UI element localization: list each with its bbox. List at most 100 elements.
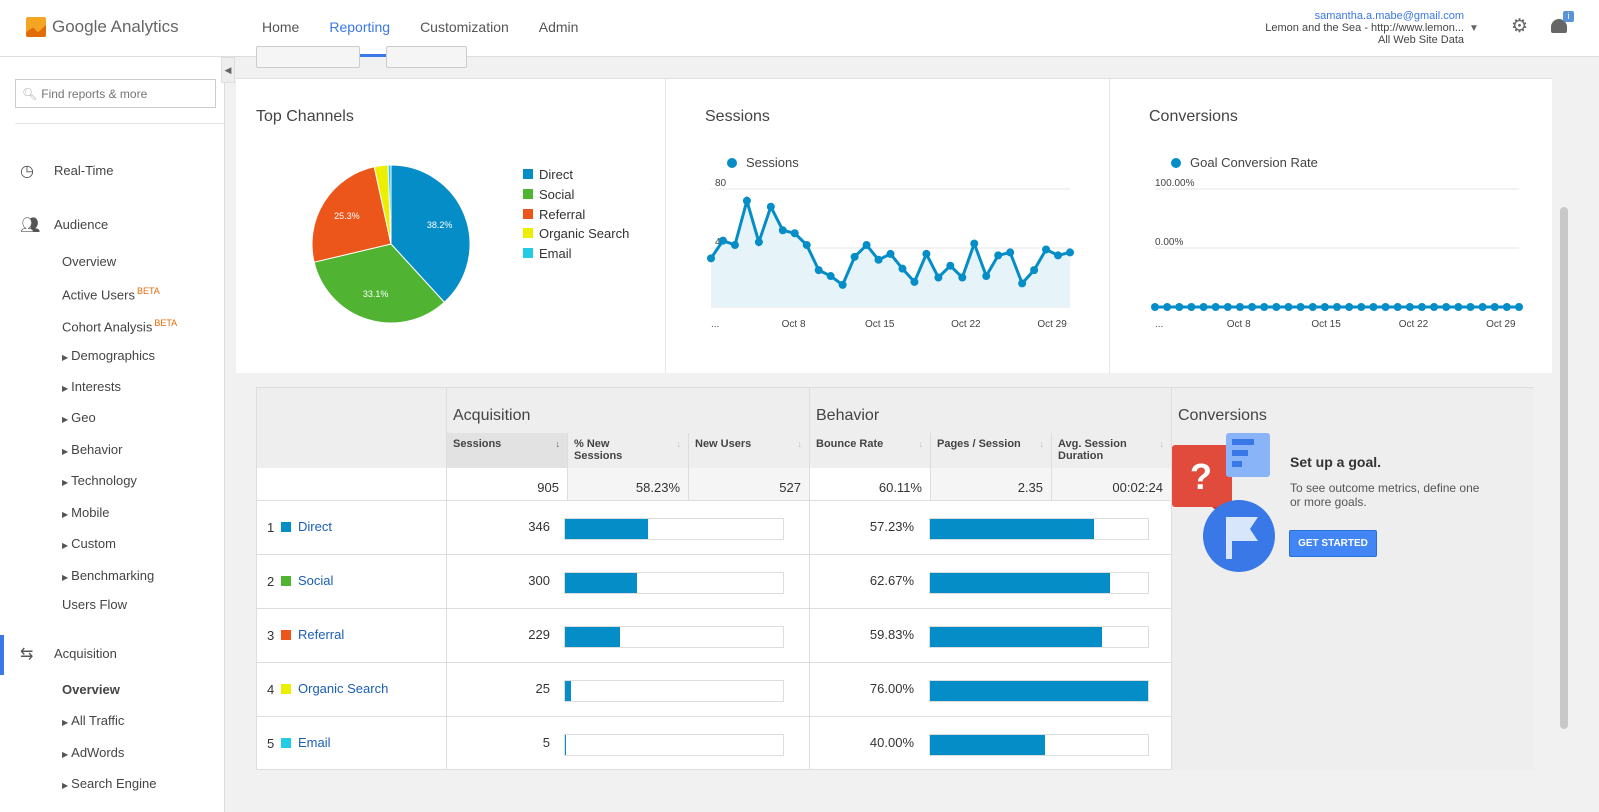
column-header-new-users[interactable]: New Users ↓: [688, 433, 809, 468]
data-point[interactable]: [802, 241, 811, 250]
data-point[interactable]: [1187, 303, 1196, 311]
search-box[interactable]: 🔍︎: [15, 79, 216, 108]
data-point[interactable]: [1296, 303, 1305, 311]
data-point[interactable]: [1466, 303, 1475, 311]
legend-item-email[interactable]: Email: [523, 245, 572, 261]
data-point[interactable]: [1042, 245, 1051, 254]
data-point[interactable]: [1454, 303, 1463, 311]
account-dropdown-icon[interactable]: ▼: [1469, 23, 1479, 34]
column-header-bounce-rate[interactable]: Bounce Rate ↓: [809, 433, 930, 468]
data-point[interactable]: [1515, 303, 1523, 311]
channel-link[interactable]: Email: [298, 735, 331, 750]
sidebar-item-geo[interactable]: ▶ Geo: [0, 408, 224, 428]
data-point[interactable]: [934, 273, 943, 282]
sidebar-item-audience-overview[interactable]: Overview: [0, 252, 224, 272]
conversions-line-chart[interactable]: 100.00% 0.00%... Oct 8 Oct 15 Oct 22 Oct 29: [1129, 179, 1539, 349]
data-point[interactable]: [1163, 303, 1172, 311]
sidebar-item-demographics[interactable]: ▶ Demographics: [0, 346, 224, 366]
legend-item-referral[interactable]: Referral: [523, 206, 585, 222]
data-point[interactable]: [946, 261, 955, 270]
data-point[interactable]: [1151, 303, 1159, 311]
column-header-sessions[interactable]: Sessions ↓: [446, 433, 567, 468]
conversion-series-legend[interactable]: Goal Conversion Rate: [1171, 155, 1318, 170]
data-point[interactable]: [742, 196, 751, 205]
data-point[interactable]: [1199, 303, 1208, 311]
notifications-bell-icon[interactable]: i: [1551, 11, 1574, 36]
data-point[interactable]: [1490, 303, 1499, 311]
sidebar-item-audience[interactable]: 👥︎ Audience: [0, 214, 224, 236]
legend-item-organic-search[interactable]: Organic Search: [523, 225, 629, 241]
data-point[interactable]: [958, 273, 967, 282]
data-point[interactable]: [1308, 303, 1317, 311]
column-header-new-sessions[interactable]: % New Sessions ↓: [567, 433, 688, 468]
sidebar-item-search-engine[interactable]: ▶ Search Engine: [0, 774, 224, 794]
data-point[interactable]: [1478, 303, 1487, 311]
data-point[interactable]: [730, 241, 739, 250]
pie-slice-referral[interactable]: [311, 166, 392, 263]
channel-link[interactable]: Organic Search: [298, 681, 389, 696]
top-channels-pie-chart[interactable]: 38.2% 33.1% 25.3%: [306, 159, 476, 329]
segment-button[interactable]: [256, 46, 360, 68]
data-point[interactable]: [1320, 303, 1329, 311]
data-point[interactable]: [766, 202, 775, 211]
sidebar-item-users-flow[interactable]: Users Flow: [0, 595, 224, 615]
data-point[interactable]: [982, 272, 991, 281]
data-point[interactable]: [922, 249, 931, 258]
sessions-series-legend[interactable]: Sessions: [727, 155, 799, 170]
sidebar-item-all-traffic[interactable]: ▶ All Traffic: [0, 711, 224, 731]
data-point[interactable]: [1417, 303, 1426, 311]
data-point[interactable]: [1333, 303, 1341, 311]
data-point[interactable]: [838, 280, 847, 289]
data-point[interactable]: [1502, 303, 1511, 311]
tab-admin[interactable]: Admin: [538, 19, 579, 35]
data-point[interactable]: [1284, 303, 1293, 311]
data-point[interactable]: [1345, 303, 1354, 311]
sidebar-item-acquisition[interactable]: ⇆ Acquisition: [0, 643, 224, 665]
data-point[interactable]: [1006, 248, 1015, 257]
sidebar-item-cohort-analysis[interactable]: Cohort Analysis BETA: [0, 313, 224, 334]
google-analytics-logo[interactable]: Google Analytics: [26, 14, 179, 40]
data-point[interactable]: [1030, 266, 1039, 275]
data-point[interactable]: [1272, 303, 1281, 311]
sidebar-item-realtime[interactable]: ◷ Real-Time: [0, 160, 224, 182]
segment-button-2[interactable]: [386, 46, 467, 68]
data-point[interactable]: [994, 251, 1003, 260]
data-point[interactable]: [1223, 303, 1232, 311]
column-header-avg-session-duration[interactable]: Avg. Session Duration ↓: [1051, 433, 1171, 468]
tab-customization[interactable]: Customization: [420, 19, 509, 35]
data-point[interactable]: [1066, 248, 1074, 257]
data-point[interactable]: [1054, 251, 1063, 260]
data-point[interactable]: [1369, 303, 1378, 311]
data-point[interactable]: [1430, 303, 1439, 311]
data-point[interactable]: [1442, 303, 1451, 311]
data-point[interactable]: [970, 239, 979, 248]
data-point[interactable]: [814, 266, 823, 275]
data-point[interactable]: [886, 249, 895, 258]
data-point[interactable]: [1248, 303, 1257, 311]
data-point[interactable]: [910, 277, 919, 286]
legend-item-social[interactable]: Social: [523, 186, 574, 202]
data-point[interactable]: [1175, 303, 1184, 311]
data-point[interactable]: [862, 241, 871, 250]
pie-slice-direct[interactable]: [390, 164, 471, 303]
sidebar-item-custom[interactable]: ▶ Custom: [0, 534, 224, 554]
data-point[interactable]: [1357, 303, 1366, 311]
data-point[interactable]: [898, 264, 907, 273]
account-selector[interactable]: samantha.a.mabe@gmail.com Lemon and the …: [1265, 10, 1464, 46]
pie-slice-social[interactable]: [313, 243, 446, 324]
tab-home[interactable]: Home: [262, 19, 300, 35]
sidebar-item-technology[interactable]: ▶ Technology: [0, 471, 224, 491]
legend-item-direct[interactable]: Direct: [523, 166, 573, 182]
data-point[interactable]: [826, 272, 835, 281]
data-point[interactable]: [1018, 279, 1027, 288]
sidebar-item-adwords[interactable]: ▶ AdWords: [0, 743, 224, 763]
data-point[interactable]: [707, 254, 715, 263]
channel-link[interactable]: Direct: [298, 519, 332, 534]
sidebar-item-interests[interactable]: ▶ Interests: [0, 377, 224, 397]
data-point[interactable]: [1405, 303, 1414, 311]
collapse-sidebar-button[interactable]: ◀: [221, 57, 235, 83]
scrollbar-thumb[interactable]: [1560, 207, 1568, 729]
gear-icon[interactable]: ⚙: [1511, 16, 1529, 37]
sidebar-item-acquisition-overview[interactable]: Overview: [0, 680, 224, 700]
